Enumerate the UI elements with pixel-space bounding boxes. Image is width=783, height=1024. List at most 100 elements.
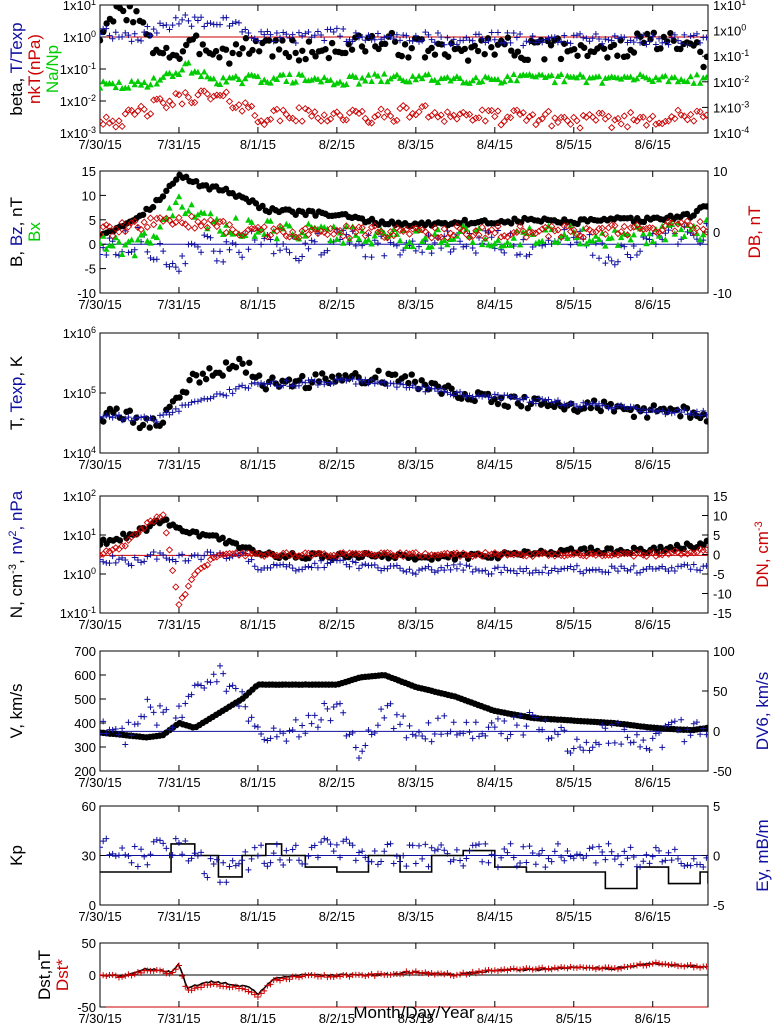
data-point bbox=[163, 516, 170, 523]
data-point bbox=[333, 701, 340, 708]
data-point bbox=[678, 962, 685, 969]
data-point bbox=[412, 76, 420, 83]
data-point bbox=[583, 402, 590, 409]
data-point bbox=[169, 724, 176, 731]
data-point bbox=[318, 370, 326, 377]
data-point bbox=[226, 60, 233, 67]
data-point bbox=[390, 860, 397, 867]
data-point bbox=[469, 37, 476, 44]
data-point bbox=[667, 29, 674, 37]
data-point bbox=[703, 963, 708, 970]
data-point bbox=[517, 251, 524, 258]
data-point bbox=[115, 852, 122, 859]
data-point bbox=[577, 744, 584, 751]
data-point bbox=[697, 48, 704, 56]
data-point bbox=[671, 31, 678, 38]
data-point bbox=[163, 845, 170, 852]
data-point bbox=[409, 569, 416, 576]
data-point bbox=[580, 747, 587, 754]
data-point bbox=[352, 107, 360, 115]
data-point bbox=[254, 73, 262, 80]
data-point bbox=[697, 861, 704, 868]
data-point bbox=[103, 973, 110, 980]
data-point bbox=[494, 564, 501, 571]
data-point bbox=[103, 25, 110, 32]
data-point bbox=[305, 384, 313, 392]
data-point bbox=[466, 971, 473, 978]
data-point bbox=[570, 113, 578, 122]
data-point bbox=[557, 233, 565, 241]
data-point bbox=[188, 240, 195, 247]
data-point bbox=[637, 408, 644, 415]
data-point bbox=[599, 849, 606, 856]
data-point bbox=[607, 545, 614, 552]
data-point bbox=[345, 109, 354, 117]
data-point bbox=[375, 45, 382, 53]
data-point bbox=[277, 977, 284, 984]
data-point bbox=[307, 552, 316, 560]
data-point bbox=[577, 851, 584, 858]
x-tick-label: 8/6/15 bbox=[635, 617, 671, 632]
data-point bbox=[494, 107, 502, 115]
data-point bbox=[307, 112, 316, 120]
data-point bbox=[561, 857, 568, 864]
data-point bbox=[614, 35, 621, 42]
data-point bbox=[548, 550, 556, 558]
data-point bbox=[381, 378, 388, 385]
data-point bbox=[200, 562, 208, 571]
data-point bbox=[393, 853, 400, 860]
data-point bbox=[535, 550, 543, 558]
data-point bbox=[570, 566, 577, 573]
data-point bbox=[614, 258, 621, 265]
data-point bbox=[128, 972, 135, 979]
data-point bbox=[390, 231, 398, 240]
data-point bbox=[115, 117, 123, 125]
data-point bbox=[368, 376, 375, 383]
data-point bbox=[471, 42, 478, 49]
x-tick-label: 8/5/15 bbox=[556, 775, 592, 790]
data-point bbox=[681, 233, 688, 240]
data-point bbox=[393, 116, 401, 125]
data-point bbox=[207, 679, 214, 686]
data-point bbox=[671, 718, 678, 725]
data-point bbox=[422, 841, 429, 848]
y-axis-label-2: Ey, mB/m bbox=[753, 819, 772, 891]
data-point bbox=[586, 567, 593, 574]
data-point bbox=[488, 234, 495, 241]
data-point bbox=[188, 399, 195, 406]
data-point bbox=[318, 251, 325, 258]
data-point bbox=[175, 703, 182, 710]
data-point bbox=[551, 964, 558, 971]
data-point bbox=[539, 726, 546, 733]
data-point bbox=[333, 235, 341, 242]
data-point bbox=[428, 738, 435, 745]
data-point bbox=[172, 835, 179, 842]
data-point bbox=[690, 964, 697, 971]
data-point bbox=[703, 537, 708, 545]
data-point bbox=[196, 50, 203, 58]
data-point bbox=[488, 570, 495, 577]
y-tick-label: 1x105 bbox=[63, 385, 96, 401]
data-point bbox=[586, 38, 593, 45]
data-point bbox=[266, 550, 275, 558]
data-point bbox=[100, 117, 104, 126]
data-point bbox=[387, 971, 394, 978]
data-point bbox=[140, 105, 148, 114]
data-point bbox=[143, 223, 152, 231]
data-point bbox=[131, 843, 138, 850]
x-tick-label: 8/2/15 bbox=[319, 909, 355, 924]
data-point bbox=[283, 78, 290, 85]
data-point bbox=[219, 74, 227, 81]
data-point bbox=[617, 75, 625, 82]
data-point bbox=[283, 377, 290, 384]
data-point bbox=[416, 386, 423, 393]
data-point bbox=[292, 973, 299, 980]
data-point bbox=[184, 93, 193, 101]
data-point bbox=[198, 682, 205, 689]
data-point bbox=[646, 747, 653, 754]
data-point bbox=[504, 735, 511, 742]
x-tick-label: 8/6/15 bbox=[635, 909, 671, 924]
data-point bbox=[617, 120, 625, 128]
data-point bbox=[286, 976, 293, 983]
